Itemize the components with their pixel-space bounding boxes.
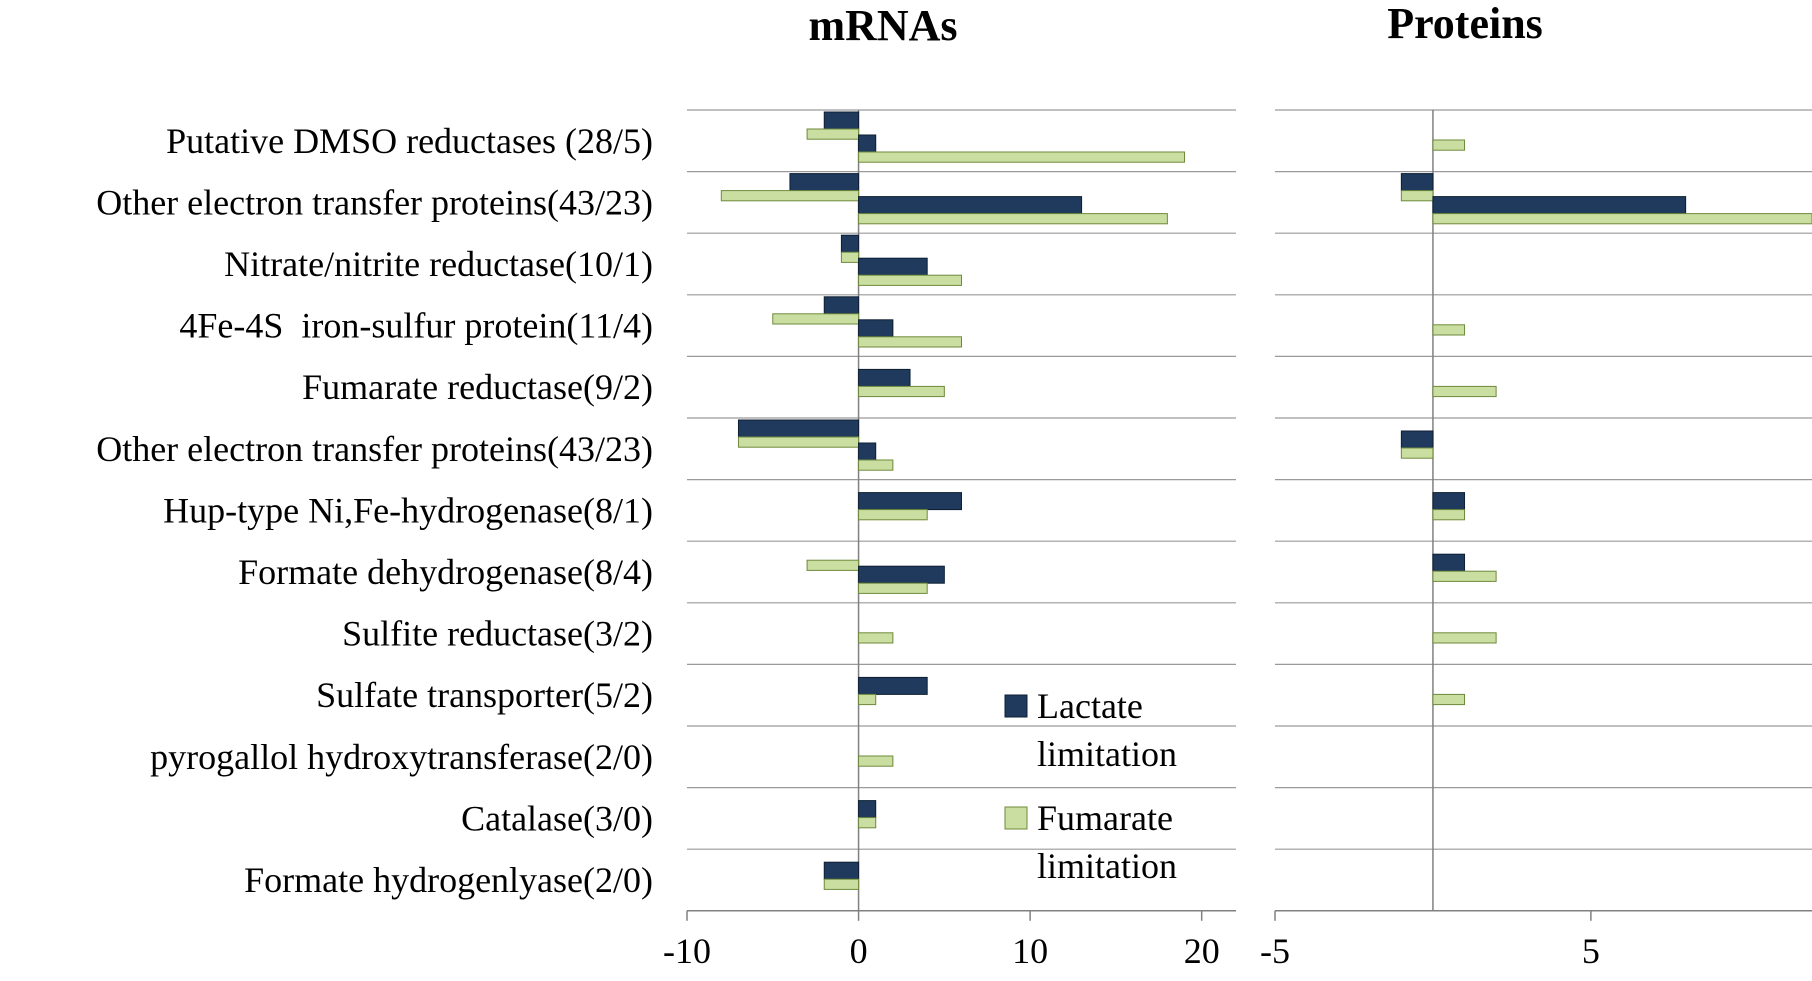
mrna-bar-fumarate xyxy=(858,509,928,521)
protein-bar-fumarate xyxy=(1432,632,1497,644)
protein-bar-lactate xyxy=(1400,430,1434,449)
category-label: Nitrate/nitrite reductase(10/1) xyxy=(224,244,653,284)
legend-lactate-label-1: Lactate xyxy=(1037,686,1143,726)
protein-bar-lactate xyxy=(1432,492,1466,511)
mrna-bar-fumarate xyxy=(858,459,894,471)
protein-bar-lactate xyxy=(1432,553,1466,572)
protein-bar-fumarate xyxy=(1432,213,1812,225)
mrna-bar-fumarate xyxy=(823,878,860,890)
legend-fumarate-swatch xyxy=(1004,806,1028,830)
category-label: Fumarate reductase(9/2) xyxy=(302,367,653,407)
mrna-bar-fumarate xyxy=(858,632,894,644)
mrna-bar-lactate xyxy=(840,234,860,253)
protein-bar-fumarate xyxy=(1400,447,1434,459)
mrna-bar-lactate xyxy=(858,492,962,511)
mrna-bar-fumarate xyxy=(858,151,1186,163)
mrna-tick-label: -10 xyxy=(663,931,711,971)
category-labels: Putative DMSO reductases (28/5) Other ele… xyxy=(96,121,653,900)
mrna-bar-fumarate xyxy=(858,817,877,829)
mrna-bar-lactate xyxy=(858,319,894,338)
mrna-bar-fumarate xyxy=(858,582,928,594)
protein-bar-lactate xyxy=(1400,173,1434,192)
category-label: 4Fe-4S iron-sulfur protein(11/4) xyxy=(179,306,653,346)
category-label: Sulfate transporter(5/2) xyxy=(316,675,653,715)
mrna-tick-label: 0 xyxy=(850,931,868,971)
mrna-bar-lactate xyxy=(858,676,928,695)
mrna-bar-fumarate xyxy=(737,436,860,448)
mrna-bar-lactate xyxy=(858,368,911,387)
mrna-bar-lactate xyxy=(823,111,860,130)
protein-tick-label: -5 xyxy=(1260,931,1290,971)
mrna-title: mRNAs xyxy=(808,1,957,50)
mrna-panel: -10 0 10 20 xyxy=(663,109,1236,971)
mrna-bar-fumarate xyxy=(772,313,860,325)
protein-bar-fumarate xyxy=(1400,190,1434,202)
legend-lactate-swatch xyxy=(1004,694,1028,718)
protein-title: Proteins xyxy=(1387,0,1543,48)
category-label: Formate dehydrogenase(8/4) xyxy=(238,552,653,592)
mrna-bar-fumarate xyxy=(858,274,962,286)
legend-lactate-label-2: limitation xyxy=(1037,734,1177,774)
mrna-tick-label: 10 xyxy=(1012,931,1048,971)
mrna-bar-lactate xyxy=(858,800,877,819)
protein-bar-lactate xyxy=(1432,196,1687,215)
legend-fumarate-label-1: Fumarate xyxy=(1037,798,1173,838)
legend-fumarate-label-2: limitation xyxy=(1037,846,1177,886)
category-label: pyrogallol hydroxytransferase(2/0) xyxy=(150,737,653,777)
category-label: Putative DMSO reductases (28/5) xyxy=(166,121,653,161)
category-label: Other electron transfer proteins(43/23) xyxy=(96,182,653,222)
protein-bar-fumarate xyxy=(1432,139,1466,151)
mrna-bar-fumarate xyxy=(858,213,1168,225)
protein-bar-fumarate xyxy=(1432,324,1466,336)
category-label: Formate hydrogenlyase(2/0) xyxy=(244,860,653,900)
mrna-bar-lactate xyxy=(737,419,860,438)
mrna-bar-lactate xyxy=(789,173,860,192)
protein-bar-fumarate xyxy=(1432,509,1466,521)
mrna-tick-label: 20 xyxy=(1184,931,1220,971)
mrna-bar-fumarate xyxy=(858,336,962,348)
protein-bar-fumarate xyxy=(1432,385,1497,398)
mrna-bar-lactate xyxy=(823,861,860,880)
mrna-bar-fumarate xyxy=(858,755,894,767)
category-label: Sulfite reductase(3/2) xyxy=(342,614,653,654)
mrna-bar-fumarate xyxy=(858,385,945,398)
protein-tick-label: 5 xyxy=(1582,931,1600,971)
mrna-bar-lactate xyxy=(858,442,877,461)
category-label: Catalase(3/0) xyxy=(461,798,653,838)
mrna-bar-lactate xyxy=(858,565,945,584)
mrna-bar-lactate xyxy=(823,296,860,315)
category-label: Other electron transfer proteins(43/23) xyxy=(96,429,653,469)
mrna-bar-fumarate xyxy=(806,128,860,140)
protein-bar-fumarate xyxy=(1432,570,1497,582)
mrna-bar-lactate xyxy=(858,134,877,153)
protein-panel: -5 5 xyxy=(1260,109,1812,971)
mrna-bar-fumarate xyxy=(840,251,860,263)
category-label: Hup-type Ni,Fe-hydrogenase(8/1) xyxy=(163,490,653,530)
protein-bar-fumarate xyxy=(1432,693,1466,706)
mrna-bar-lactate xyxy=(858,257,928,276)
mrna-bar-lactate xyxy=(858,196,1083,215)
legend: Lactate limitation Fumarate limitation xyxy=(1004,686,1177,886)
mrna-bar-fumarate xyxy=(720,190,860,202)
mrna-bar-fumarate xyxy=(858,693,877,706)
mrna-bar-fumarate xyxy=(806,559,860,571)
